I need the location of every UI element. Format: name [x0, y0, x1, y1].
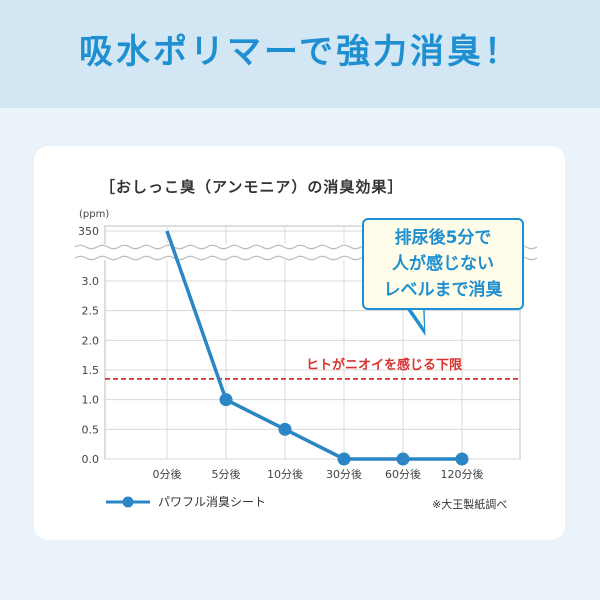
x-tick-label: 0分後: [153, 467, 182, 481]
footnote: ※大王製紙調べ: [432, 498, 508, 511]
threshold-label: ヒトがニオイを感じる下限: [306, 357, 463, 373]
callout-text: 排尿後5分で 人が感じない レベルまで消臭: [383, 228, 503, 300]
y-tick-label: 2.0: [82, 334, 100, 347]
y-unit-label: (ppm): [79, 209, 109, 220]
y-tick-label: 2.5: [82, 305, 100, 318]
headline: 吸水ポリマーで強力消臭！: [79, 32, 521, 72]
y-tick-label: 1.5: [82, 364, 100, 377]
y-tick-label: 3.0: [82, 275, 100, 288]
legend-label: パワフル消臭シート: [158, 494, 266, 509]
data-point: [396, 452, 410, 466]
x-tick-label: 30分後: [326, 467, 362, 481]
data-point: [337, 452, 351, 466]
legend-marker: [122, 496, 134, 508]
x-tick-label: 60分後: [385, 467, 421, 481]
callout-bubble: 排尿後5分で 人が感じない レベルまで消臭: [362, 218, 524, 310]
x-tick-label: 120分後: [441, 467, 484, 481]
data-point: [278, 422, 292, 436]
chart-title: ［おしっこ臭（アンモニア）の消臭効果］: [100, 178, 404, 196]
x-tick-label: 10分後: [267, 467, 303, 481]
y-tick-label: 0.0: [82, 453, 100, 466]
header-band: [0, 0, 600, 108]
y-tick-label: 1.0: [82, 394, 100, 407]
y-tick-label: 0.5: [82, 423, 100, 436]
chart-card: [34, 146, 565, 540]
data-point: [219, 393, 233, 407]
y-tick-label: 350: [78, 225, 99, 238]
series-line: [165, 230, 462, 461]
x-tick-label: 5分後: [212, 467, 241, 481]
data-point: [455, 452, 469, 466]
